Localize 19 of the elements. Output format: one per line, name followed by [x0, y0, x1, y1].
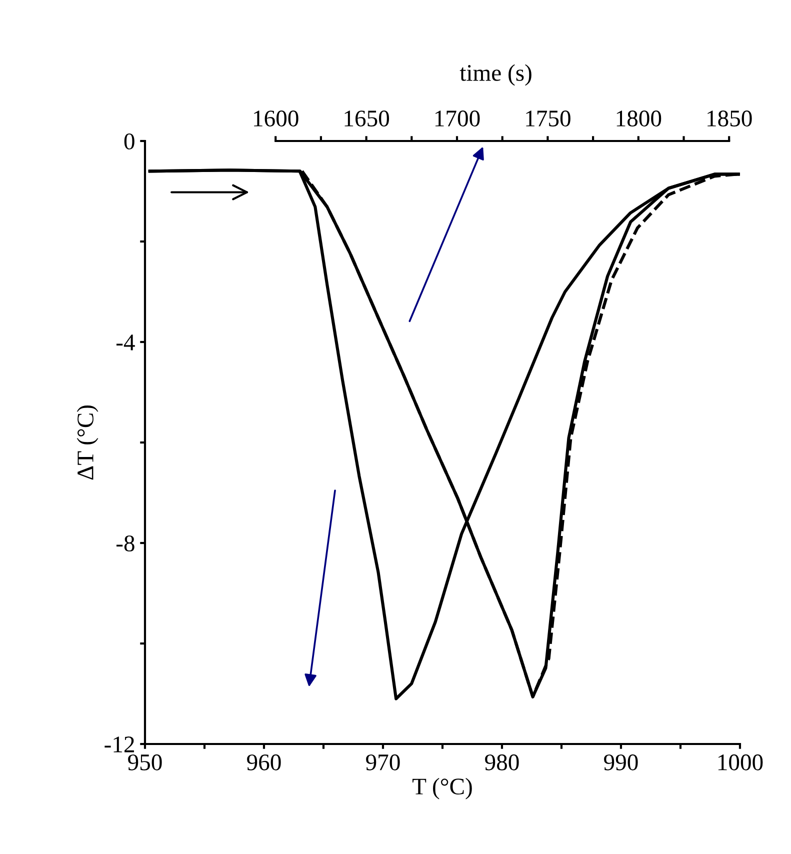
x-tick-label: 990 — [604, 754, 638, 770]
x-tick-label: 960 — [247, 754, 281, 770]
x-tick-label: 980 — [485, 754, 519, 770]
x2-tick-label: 1700 — [435, 110, 480, 126]
x2-tick-label: 1750 — [526, 110, 570, 126]
y-tick-label: 0 — [124, 133, 134, 150]
y-tick-label: -12 — [104, 736, 134, 752]
x-tick-label: 1000 — [718, 754, 763, 770]
x-tick-label: 950 — [128, 754, 162, 770]
y-axis-title: ΔT (°C) — [76, 406, 98, 480]
y-tick-label: -4 — [116, 334, 135, 350]
x2-tick-label: 1600 — [254, 110, 298, 126]
x-axis-title: T (°C) — [412, 778, 472, 800]
x-tick-label: 970 — [366, 754, 400, 770]
y-tick-label: -8 — [116, 535, 134, 552]
x2-tick-label: 1800 — [616, 110, 662, 126]
x2-axis-title: time (s) — [460, 64, 532, 86]
x2-tick-label: 1650 — [344, 110, 390, 126]
x2-tick-label: 1850 — [708, 110, 752, 126]
